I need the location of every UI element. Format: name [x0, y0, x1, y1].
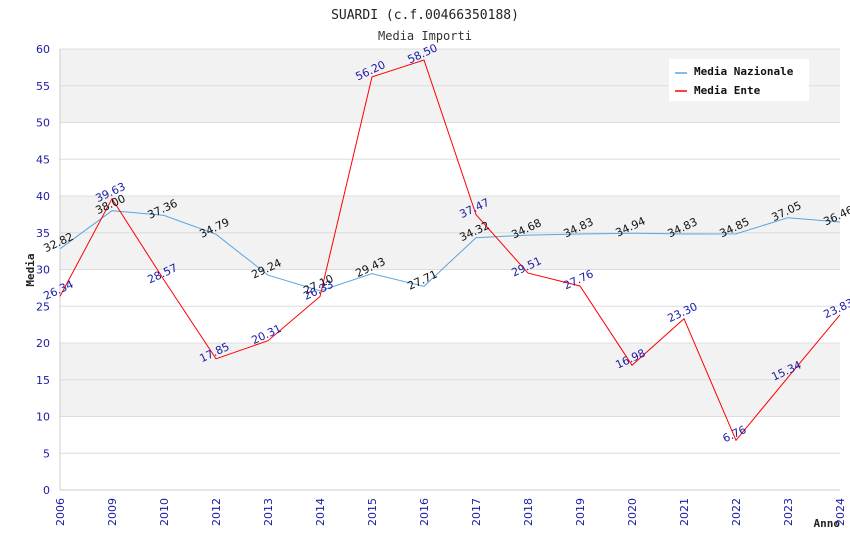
legend: Media Nazionale Media Ente	[669, 59, 809, 101]
axes	[59, 49, 840, 491]
chart-title: SUARDI (c.f.00466350188)	[331, 8, 519, 23]
x-tick-label: 2020	[626, 498, 639, 526]
y-tick-label: 15	[36, 374, 50, 387]
plot-background-bands	[60, 49, 840, 490]
x-tick-label: 2009	[106, 498, 119, 526]
x-tick-label: 2013	[262, 498, 275, 526]
plot-band	[60, 306, 840, 343]
y-tick-label: 35	[36, 227, 50, 240]
plot-band	[60, 196, 840, 233]
x-tick-label: 2012	[210, 498, 223, 526]
y-tick-label: 5	[43, 447, 50, 460]
x-tick-label: 2022	[730, 498, 743, 526]
plot-band	[60, 343, 840, 380]
y-tick-label: 50	[36, 117, 50, 130]
x-tick-label: 2024	[834, 498, 847, 526]
x-axis-label: Anno	[814, 517, 841, 530]
x-tick-label: 2014	[314, 498, 327, 526]
x-tick-label: 2016	[418, 498, 431, 526]
legend-label-media-ente: Media Ente	[694, 84, 761, 97]
plot-band	[60, 379, 840, 417]
plot-band	[60, 122, 840, 160]
x-tick-label: 2006	[54, 498, 67, 526]
x-tick-label: 2010	[158, 498, 171, 526]
x-tick-label: 2018	[522, 498, 535, 526]
y-tick-label: 0	[43, 484, 50, 497]
y-tick-label: 10	[36, 411, 50, 424]
plot-band	[60, 159, 840, 196]
series-lines	[59, 59, 841, 442]
y-tick-label: 60	[36, 43, 50, 56]
legend-label-media-nazionale: Media Nazionale	[694, 65, 794, 78]
plot-band	[60, 232, 840, 270]
series-line-media-nazionale	[59, 210, 841, 292]
x-tick-label: 2017	[470, 498, 483, 526]
y-tick-label: 30	[36, 264, 50, 277]
x-tick-label: 2023	[782, 498, 795, 526]
series-line-media-ente	[59, 59, 841, 442]
x-tick-label: 2015	[366, 498, 379, 526]
legend-box	[669, 59, 809, 101]
y-tick-label: 20	[36, 337, 50, 350]
y-axis-ticks: 0 5 10 15 20 25 30 35 40 45 50 55 60	[36, 43, 50, 497]
plot-band	[60, 416, 840, 454]
y-tick-label: 25	[36, 300, 50, 313]
y-tick-label: 55	[36, 80, 50, 93]
plot-band	[60, 453, 840, 490]
y-axis-label: Media	[24, 253, 37, 286]
x-tick-label: 2021	[678, 498, 691, 526]
y-tick-label: 40	[36, 190, 50, 203]
x-tick-label: 2019	[574, 498, 587, 526]
x-axis-ticks: 2006 2009 2010 2012 2013 2014 2015 2016 2017 2018…	[54, 498, 847, 526]
chart-subtitle: Media Importi	[378, 29, 472, 43]
y-tick-label: 45	[36, 153, 50, 166]
plot-band	[60, 269, 840, 307]
